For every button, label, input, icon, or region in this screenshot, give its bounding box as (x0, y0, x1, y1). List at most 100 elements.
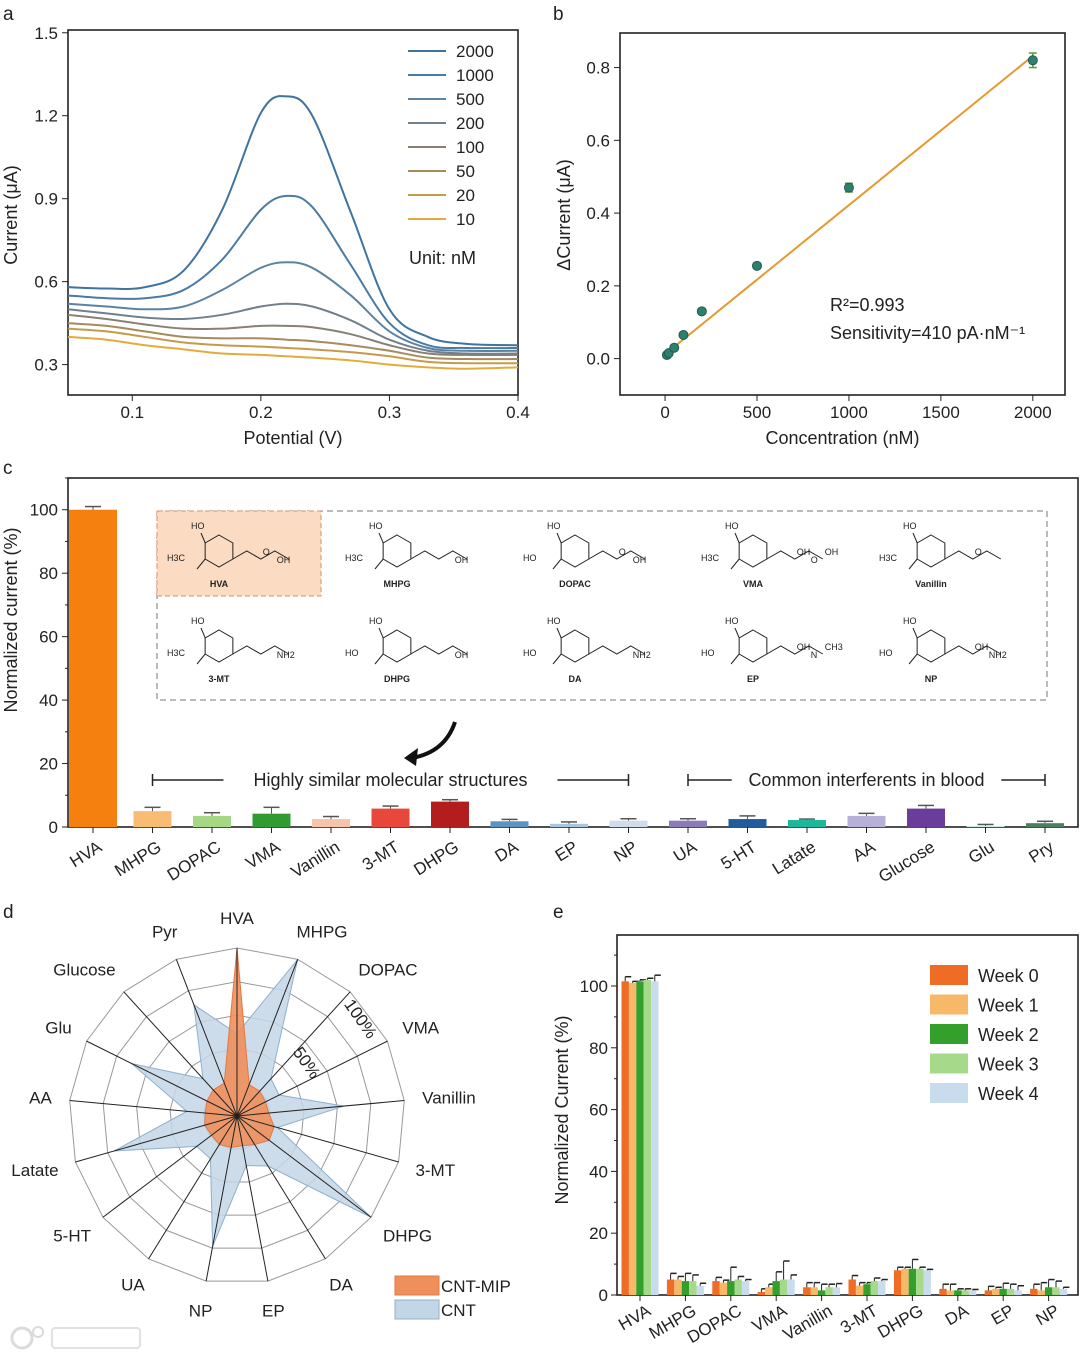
bar-DA-Week3 (961, 1290, 969, 1295)
x-tick-label: NP (1033, 1301, 1063, 1329)
molecule-name: EP (747, 674, 759, 684)
y-tick-label: 40 (589, 1162, 608, 1181)
bar-DHPG (431, 801, 469, 827)
bond (196, 653, 206, 665)
radar-ring (136, 1014, 338, 1216)
bar-3-MT-Week4 (878, 1281, 886, 1295)
bar-VMA-Week4 (787, 1279, 795, 1295)
bond (200, 627, 206, 639)
legend-label: Week 3 (978, 1055, 1039, 1075)
bar-DHPG-Week1 (901, 1268, 909, 1295)
legend-label: Week 1 (978, 996, 1039, 1016)
y-tick-label: 20 (39, 755, 58, 774)
molecule-name: HVA (210, 579, 229, 589)
bar-DHPG-Week0 (893, 1270, 902, 1295)
data-point (696, 306, 707, 317)
bond (908, 653, 918, 665)
radar-axis-label: Vanillin (422, 1089, 476, 1108)
radar-axis (102, 1115, 238, 1218)
legend-swatch (394, 1299, 440, 1320)
bar-VMA-Week3 (779, 1279, 788, 1295)
panel-label-c: c (3, 458, 13, 479)
legend-label: CNT (441, 1301, 476, 1320)
radar-axis (236, 959, 299, 1117)
radar-axis-label: DHPG (383, 1226, 432, 1245)
substituent-label: H3C (701, 553, 720, 563)
x-tick-label: 0.1 (120, 403, 144, 422)
radar-axis-label: NP (189, 1302, 213, 1321)
bar-DHPG-Week2 (908, 1268, 917, 1295)
bar-VMA-Week0 (757, 1291, 766, 1295)
x-axis-label: Potential (V) (243, 428, 342, 448)
substituent-label: HO (523, 648, 537, 658)
side-chain (410, 645, 468, 655)
ring-label-100: 100% (340, 996, 381, 1043)
bar-NP-Week3 (1052, 1287, 1060, 1295)
x-tick-label: 500 (743, 403, 771, 422)
substituent-label: HO (903, 521, 917, 531)
series-line-200 (67, 302, 519, 355)
benzene-ring-icon (560, 629, 590, 663)
panel-d-radar: HVA MHPG DOPAC VMA Vanillin 3-MT DHPG DA EP NP UA 5… (11, 909, 511, 1321)
y-tick-label: 1.2 (34, 107, 58, 126)
y-tick-label: 80 (589, 1039, 608, 1058)
chain-atom-label: OH (455, 555, 469, 565)
legend-label: Week 0 (978, 966, 1039, 986)
radar-axis-label: Latate (11, 1161, 58, 1180)
bar-NP-Week4 (1059, 1288, 1068, 1295)
substituent-label: HO (345, 648, 359, 658)
molecule-name: NP (925, 674, 938, 684)
benzene-ring-icon (382, 534, 412, 568)
bar-EP-Week2 (999, 1288, 1007, 1295)
radar-axis (236, 991, 351, 1117)
bar-EP-Week0 (984, 1290, 993, 1295)
benzene-ring-icon (916, 534, 946, 568)
x-tick-label: DA (942, 1301, 973, 1330)
benzene-ring-icon (738, 534, 768, 568)
bar-VMA-Week2 (772, 1281, 780, 1295)
radar-axis (236, 1040, 388, 1117)
bar-3-MT-Week1 (855, 1285, 864, 1295)
bar-EP-Week3 (1006, 1288, 1015, 1295)
bar-3-MT-Week2 (863, 1284, 871, 1295)
bar-Glucose (907, 808, 945, 827)
radar-axis-label: 5-HT (53, 1226, 91, 1245)
data-point (751, 260, 762, 271)
bar-Latate (788, 820, 826, 827)
radar-axis (236, 1100, 405, 1117)
radar-axis-label: DA (329, 1275, 353, 1294)
side-chain (944, 550, 1002, 560)
watermark-logo (10, 1326, 141, 1350)
chain-atom-label: O (619, 547, 626, 557)
x-tick-label: 0.3 (378, 403, 402, 422)
bond (378, 532, 384, 544)
y-tick-label: 0.6 (586, 131, 610, 150)
bracket-label: Highly similar molecular structures (253, 770, 527, 790)
molecule-name: VMA (743, 579, 764, 589)
substituent-label: H3C (345, 553, 364, 563)
substituent-label: HO (547, 521, 561, 531)
chain-atom-label: OH (455, 650, 469, 660)
bar-DA-Week0 (939, 1288, 947, 1295)
x-tick-label: NP (611, 837, 641, 866)
bar-NP (609, 820, 648, 827)
radar-ring (102, 981, 372, 1249)
bar-AA (847, 815, 886, 827)
bar-DOPAC-Week2 (727, 1281, 735, 1295)
x-tick-label: UA (670, 837, 701, 866)
chain-atom-label: O (811, 555, 818, 565)
chain-atom-label: CH3 (825, 642, 843, 652)
structures-box (156, 510, 1048, 701)
legend-swatch (930, 965, 968, 985)
x-tick-label: 2000 (1014, 403, 1052, 422)
legend-label: Week 4 (978, 1084, 1039, 1104)
y-tick-label: 0 (599, 1286, 608, 1305)
x-tick-label: DA (492, 837, 523, 866)
x-tick-label: Pry (1025, 837, 1057, 867)
bar-Vanillin-Week0 (803, 1287, 811, 1295)
bar-MHPG (133, 811, 172, 827)
chain-atom-label: NH2 (277, 650, 295, 660)
bond (912, 532, 918, 544)
bar-EP-Week1 (992, 1288, 1000, 1295)
